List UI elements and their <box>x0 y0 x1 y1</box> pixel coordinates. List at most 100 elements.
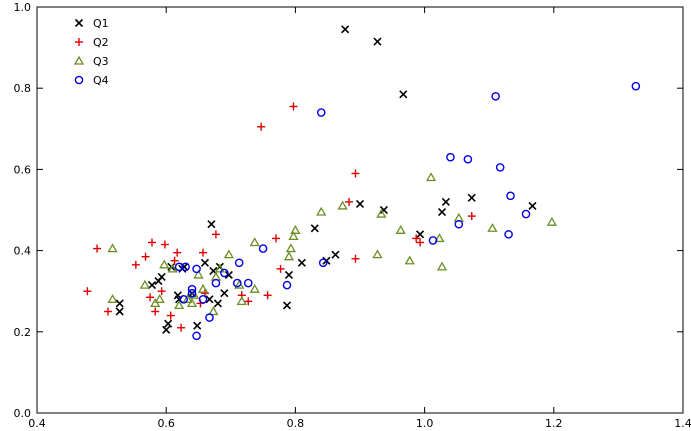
data-point <box>187 284 197 294</box>
data-point <box>205 295 214 304</box>
data-point <box>506 191 515 201</box>
data-point <box>351 169 360 178</box>
data-point <box>395 224 406 234</box>
data-point <box>446 152 455 162</box>
data-point <box>316 206 327 216</box>
data-point <box>157 287 166 296</box>
data-point <box>289 102 298 111</box>
data-point <box>546 216 557 226</box>
data-point <box>276 264 285 273</box>
series-Q4 <box>174 81 641 341</box>
x-tick-label: 1.0 <box>416 417 434 430</box>
data-point <box>372 249 383 259</box>
data-point <box>495 163 505 172</box>
data-point <box>115 299 124 308</box>
data-point <box>528 201 537 211</box>
data-point <box>249 237 260 247</box>
data-point <box>244 297 253 306</box>
data-point <box>213 299 222 308</box>
data-point <box>341 25 350 34</box>
data-point <box>297 258 306 267</box>
axis-ticks <box>36 6 684 414</box>
data-point <box>521 209 531 219</box>
data-point <box>166 311 175 320</box>
data-point <box>83 287 92 296</box>
legend-entry-Q4: Q4 <box>74 74 109 87</box>
data-point <box>220 289 229 298</box>
data-point <box>318 258 328 268</box>
data-point <box>283 251 295 261</box>
data-point <box>310 224 319 233</box>
data-point <box>399 90 408 99</box>
data-point <box>463 154 473 164</box>
data-point <box>376 208 387 218</box>
data-point <box>282 280 292 290</box>
data-point <box>285 243 296 253</box>
data-point <box>337 200 348 210</box>
data-point <box>147 238 156 247</box>
data-point <box>243 278 253 288</box>
data-point <box>197 283 209 293</box>
y-tick-label: 0.6 <box>14 163 32 176</box>
data-point <box>282 301 292 310</box>
data-point <box>154 294 165 303</box>
data-point <box>258 244 268 253</box>
x-tick-label: 0.4 <box>28 417 46 430</box>
data-point <box>441 197 450 206</box>
data-point <box>467 212 476 221</box>
y-tick-label: 0.8 <box>14 82 32 95</box>
y-tick-label: 0.4 <box>14 245 32 258</box>
data-point <box>404 255 415 265</box>
data-point <box>107 243 118 253</box>
legend-entry-Q2: Q2 <box>75 36 109 49</box>
series-Q3 <box>107 172 557 316</box>
data-point <box>115 307 124 316</box>
legend: Q1 Q2 Q3 Q4 <box>73 17 109 87</box>
data-points <box>83 25 641 341</box>
data-point <box>373 37 382 46</box>
data-point <box>187 288 197 298</box>
data-point <box>223 249 234 259</box>
legend-marker <box>74 18 84 28</box>
data-point <box>177 323 186 332</box>
legend-marker <box>75 38 83 46</box>
data-point <box>345 197 354 206</box>
data-point <box>436 261 448 271</box>
data-point <box>192 264 201 274</box>
data-point <box>211 278 221 288</box>
data-point <box>454 219 464 229</box>
x-tick-label: 0.6 <box>157 417 175 430</box>
data-point <box>199 248 208 257</box>
y-tick-label: 0.2 <box>14 326 32 339</box>
data-point <box>249 283 260 293</box>
x-tick-label: 1.4 <box>674 417 691 430</box>
y-tick-label: 1.0 <box>14 1 32 14</box>
data-point <box>631 81 641 91</box>
data-point <box>504 230 513 239</box>
data-point <box>412 234 421 243</box>
data-point <box>151 307 160 316</box>
data-point <box>331 250 340 259</box>
data-point <box>207 220 216 229</box>
data-point <box>416 230 425 239</box>
data-point <box>193 321 202 330</box>
data-point <box>93 244 102 253</box>
data-point <box>491 92 500 101</box>
data-point <box>160 240 169 249</box>
data-point <box>167 263 178 273</box>
data-point <box>224 270 233 280</box>
series-Q1 <box>115 25 537 334</box>
data-point <box>487 222 498 232</box>
data-point <box>467 193 476 202</box>
data-point <box>284 270 294 280</box>
data-point <box>205 313 214 322</box>
legend-label: Q4 <box>93 74 109 87</box>
data-point <box>288 231 299 241</box>
data-point <box>192 331 201 341</box>
data-point <box>437 207 447 217</box>
data-point <box>234 258 244 268</box>
data-point <box>193 269 204 279</box>
data-point <box>146 293 155 302</box>
data-point <box>425 172 437 182</box>
data-point <box>200 258 210 267</box>
